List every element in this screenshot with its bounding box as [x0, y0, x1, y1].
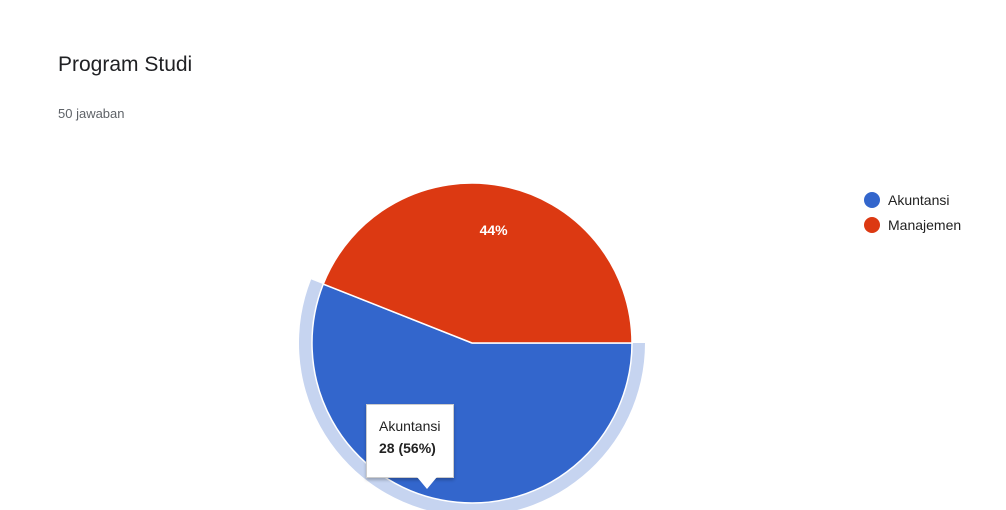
legend-item-akuntansi[interactable]: Akuntansi — [864, 190, 961, 210]
tooltip-value: 28 (56%) — [379, 440, 436, 456]
pie-slice-manajemen[interactable] — [322, 182, 633, 344]
legend-label-manajemen: Manajemen — [888, 217, 962, 233]
page-title: Program Studi — [58, 53, 193, 76]
pie-label-manajemen: 44% — [480, 222, 509, 238]
tooltip-category: Akuntansi — [379, 418, 441, 434]
tooltip-pointer — [417, 477, 437, 489]
legend-label-akuntansi: Akuntansi — [888, 192, 950, 208]
response-count: 50 jawaban — [58, 106, 125, 121]
legend-item-manajemen[interactable]: Manajemen — [864, 215, 961, 235]
slice-tooltip: Akuntansi 28 (56%) — [366, 404, 454, 489]
legend-swatch-manajemen — [864, 217, 880, 233]
legend-swatch-akuntansi — [864, 192, 880, 208]
chart-legend: Akuntansi Manajemen — [864, 190, 961, 240]
